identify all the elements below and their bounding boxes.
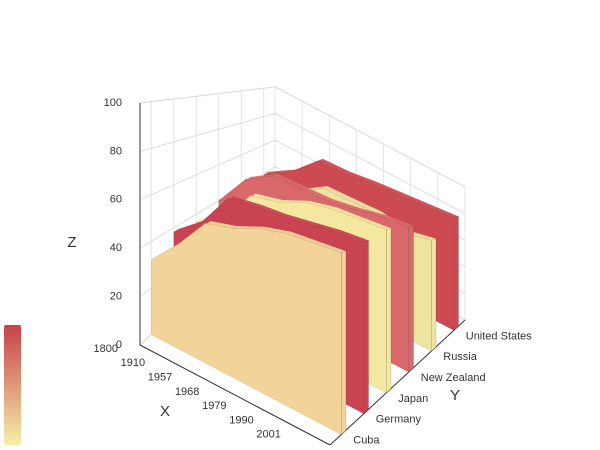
y-tick-label: Japan [398, 393, 428, 405]
z-tick-label: 40 [110, 242, 122, 254]
z-tick-label: 60 [110, 194, 122, 206]
x-tick-label: 1800 [94, 343, 118, 355]
z-grid-line [139, 86, 466, 188]
x-axis-title: X [160, 403, 170, 420]
x-axis [139, 344, 331, 446]
ribbon-end [341, 251, 347, 436]
z-tick-label: 20 [110, 291, 122, 303]
z-tick-label: 0 [116, 339, 122, 351]
ribbon-end [431, 238, 437, 352]
ribbon-end [408, 225, 414, 373]
y-tick-label: Germany [376, 414, 422, 426]
y-tick-label: Russia [443, 351, 478, 363]
z-tick-label: 80 [110, 145, 122, 157]
ribbon-end [363, 240, 369, 415]
y-axis [329, 319, 466, 446]
y-tick-label: United States [466, 330, 533, 342]
ribbon-end [386, 228, 392, 394]
x-tick-label: 1990 [229, 414, 253, 426]
z-tick-label: 100 [104, 97, 122, 109]
colorbar [4, 325, 21, 445]
ribbon-end [453, 216, 459, 331]
x-tick-label: 2001 [256, 429, 280, 441]
x-tick-label: 1968 [175, 386, 199, 398]
ribbon [151, 223, 342, 436]
y-tick-label: New Zealand [421, 372, 486, 384]
y-axis-title: Y [450, 387, 460, 404]
x-tick-label: 1957 [148, 371, 172, 383]
y-tick-label: Cuba [353, 434, 380, 446]
z-axis-title: Z [67, 234, 76, 251]
x-tick-label: 1910 [121, 357, 145, 369]
x-tick-label: 1979 [202, 400, 226, 412]
z-grid-line [139, 112, 466, 214]
